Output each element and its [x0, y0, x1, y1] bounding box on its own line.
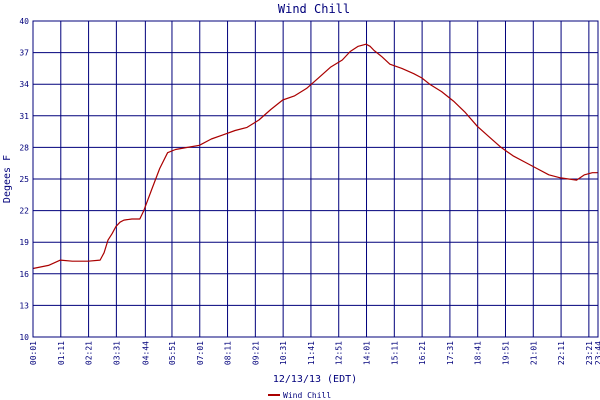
x-tick-label: 01:11: [57, 341, 66, 365]
x-tick-label: 15:11: [390, 341, 399, 365]
y-tick-label: 10: [19, 333, 29, 342]
legend: Wind Chill: [268, 391, 331, 400]
x-tick-label: 10:31: [279, 341, 288, 365]
y-tick-label: 31: [19, 112, 29, 121]
y-tick-label: 25: [19, 175, 29, 184]
series-line-wind-chill: [32, 43, 598, 270]
x-tick-label: 21:01: [529, 341, 538, 365]
x-tick-label: 23:44: [594, 341, 600, 365]
x-tick-label: 23:21: [585, 341, 594, 365]
y-tick-label: 16: [19, 270, 29, 279]
x-tick-label: 04:44: [141, 341, 150, 365]
x-tick-label: 11:41: [307, 341, 316, 365]
x-tick-label: 18:41: [474, 341, 483, 365]
x-tick-label: 05:51: [168, 341, 177, 365]
x-tick-labels: 00:01 01:11 02:21 03:31 04:44 05:51 07:01 08:11…: [29, 341, 600, 365]
series-layer: [32, 43, 598, 270]
legend-label: Wind Chill: [283, 391, 331, 400]
x-tick-label: 00:01: [29, 341, 38, 365]
x-tick-label: 07:01: [196, 341, 205, 365]
x-tick-label: 16:21: [418, 341, 427, 365]
y-tick-label: 22: [19, 207, 29, 216]
y-tick-label: 19: [19, 238, 29, 247]
x-tick-label: 03:31: [112, 341, 121, 365]
x-tick-label: 02:21: [85, 341, 94, 365]
x-tick-label: 12:51: [335, 341, 344, 365]
x-tick-label: 08:11: [224, 341, 233, 365]
y-tick-label: 40: [19, 17, 29, 26]
chart-title: Wind Chill: [278, 2, 350, 16]
y-tick-label: 13: [19, 301, 29, 310]
x-tick-label: 17:31: [446, 341, 455, 365]
y-tick-label: 37: [19, 49, 29, 58]
plot-frame: [32, 20, 599, 338]
y-tick-labels: 10 13 16 19 22 25 28 31 34 37 40: [19, 17, 29, 342]
x-tick-label: 19:51: [501, 341, 510, 365]
y-tick-label: 28: [19, 143, 29, 152]
x-tick-label: 09:21: [251, 341, 260, 365]
x-axis-label: 12/13/13 (EDT): [273, 374, 357, 385]
x-tick-label: 14:01: [363, 341, 372, 365]
y-axis-label: Degees F: [2, 155, 13, 203]
x-tick-label: 22:11: [557, 341, 566, 365]
y-tick-label: 34: [19, 80, 29, 89]
